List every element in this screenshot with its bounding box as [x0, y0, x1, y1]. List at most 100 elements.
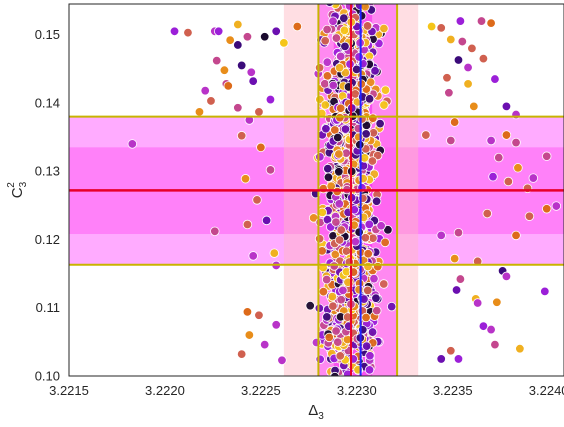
data-point — [364, 219, 374, 230]
data-point — [472, 298, 483, 308]
data-point — [453, 354, 464, 364]
data-point — [365, 351, 375, 361]
data-point — [328, 16, 338, 26]
data-point — [242, 32, 253, 42]
data-point — [259, 32, 270, 42]
data-point — [367, 156, 378, 166]
data-point — [194, 107, 205, 117]
data-point — [426, 21, 437, 32]
data-point — [246, 67, 256, 77]
data-point — [248, 76, 258, 86]
data-point — [379, 100, 389, 110]
data-point — [486, 18, 496, 28]
data-point — [338, 285, 348, 296]
data-point — [206, 96, 216, 106]
data-point — [335, 351, 345, 361]
data-point — [354, 52, 364, 62]
data-point — [269, 248, 279, 258]
data-point — [219, 65, 230, 75]
data-point — [277, 355, 287, 366]
data-point — [233, 40, 243, 50]
data-point — [311, 337, 322, 348]
data-point — [169, 26, 180, 37]
data-point — [451, 285, 462, 295]
y-tick-label: 0.11 — [36, 300, 60, 315]
y-axis-label-sup: 2 — [6, 182, 17, 188]
data-point — [336, 225, 346, 235]
data-point — [248, 251, 258, 261]
data-point — [315, 152, 325, 162]
y-tick-label: 0.15 — [35, 27, 60, 42]
data-point — [486, 135, 496, 146]
data-point — [339, 13, 349, 23]
data-point — [325, 4, 334, 7]
data-point — [528, 173, 539, 183]
data-point — [331, 33, 342, 43]
data-point — [200, 85, 210, 96]
data-point — [490, 74, 500, 84]
data-point — [350, 237, 361, 247]
data-point — [379, 23, 389, 34]
data-point — [503, 176, 514, 187]
data-point — [333, 337, 343, 347]
plot-frame — [68, 3, 564, 377]
data-point — [328, 301, 338, 311]
data-point — [320, 36, 330, 46]
data-point — [371, 293, 381, 303]
y-tick-label: 0.12 — [35, 232, 60, 247]
data-point — [501, 271, 512, 282]
data-point — [242, 307, 253, 317]
data-point — [367, 0, 376, 3]
y-axis-label: C32 — [6, 181, 29, 198]
y-axis-ticks: 0.10 0.11 0.12 0.13 0.14 0.15 — [35, 27, 60, 383]
data-point — [256, 142, 266, 153]
data-point — [212, 55, 222, 66]
data-point — [271, 26, 281, 37]
data-point — [455, 16, 466, 26]
data-point — [223, 81, 233, 91]
data-point — [380, 237, 390, 248]
data-point — [463, 79, 473, 89]
data-point — [354, 227, 364, 237]
data-point — [367, 327, 378, 337]
data-point — [292, 21, 303, 32]
data-point — [478, 53, 489, 64]
data-point — [444, 88, 454, 98]
y-axis-label-sub: 3 — [18, 181, 29, 187]
data-point — [515, 343, 525, 354]
data-point — [335, 103, 346, 113]
data-point — [379, 279, 389, 289]
data-point — [327, 291, 338, 302]
data-point — [449, 117, 460, 127]
data-point — [368, 113, 378, 123]
data-point — [334, 235, 345, 245]
data-point — [375, 118, 385, 129]
data-point — [421, 130, 431, 140]
data-point — [376, 221, 386, 231]
data-point — [244, 330, 255, 340]
data-point — [279, 38, 289, 48]
data-point — [331, 326, 341, 336]
data-point — [254, 310, 264, 320]
y-tick-label: 0.10 — [35, 369, 60, 384]
data-point — [488, 171, 498, 182]
data-point — [242, 219, 253, 230]
data-point — [364, 94, 375, 104]
data-point — [363, 285, 373, 296]
data-point — [265, 165, 276, 175]
data-point — [323, 163, 333, 174]
data-point — [386, 301, 397, 312]
lines-layer — [69, 4, 564, 376]
data-point — [225, 35, 235, 45]
data-point — [446, 34, 456, 45]
data-point — [323, 172, 334, 182]
y-axis-label-base: C — [9, 187, 26, 198]
data-point — [371, 196, 382, 206]
data-point — [513, 163, 523, 173]
data-point — [271, 320, 281, 330]
data-point — [372, 305, 382, 316]
data-point — [373, 261, 383, 272]
data-point — [457, 36, 468, 47]
data-point — [542, 204, 552, 214]
